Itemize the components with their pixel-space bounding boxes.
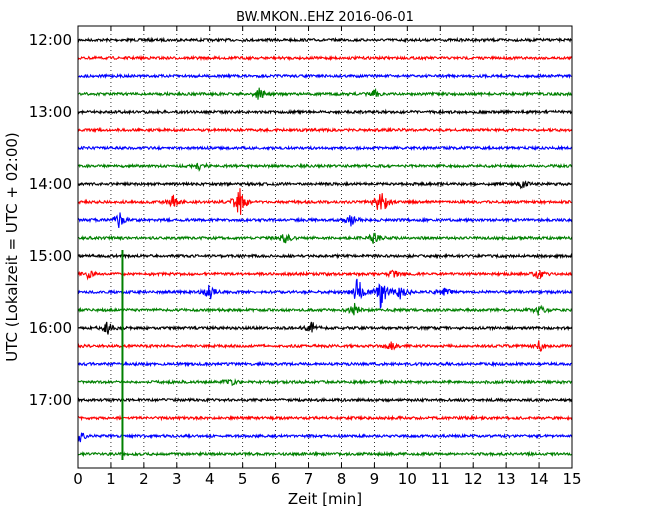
trace-1600 [78,321,573,335]
trace-1500 [77,252,573,260]
x-tick-label: 0 [73,470,83,488]
x-tick-label: 5 [238,470,248,488]
x-tick-label: 8 [337,470,347,488]
y-tick-label: 13:00 [29,103,72,121]
trace-1745 [77,450,573,458]
x-axis-label: Zeit [min] [288,490,362,508]
x-tick-label: 2 [139,470,149,488]
trace-1215 [77,54,573,62]
trace-1415 [77,188,573,215]
x-tick-label: 11 [431,470,450,488]
x-tick-label: 9 [370,470,380,488]
x-tick-label: 15 [562,470,581,488]
x-tick-label: 14 [530,470,549,488]
x-tick-label: 1 [106,470,116,488]
x-tick-label: 10 [398,470,417,488]
trace-1300 [77,108,573,116]
x-tick-label: 6 [271,470,281,488]
trace-1200 [77,36,573,44]
traces [77,36,573,460]
trace-1545 [77,302,573,316]
ticks: 0 1 2 3 4 5 6 7 8 9 10 11 12 13 14 1512:0013:0014:0015:… [29,26,582,488]
y-tick-label: 14:00 [29,175,72,193]
trace-1515 [77,269,573,281]
trace-1330 [77,144,573,152]
trace-1430 [77,212,573,228]
y-axis-label: UTC (Lokalzeit = UTC + 02:00) [3,132,21,362]
trace-1400 [77,180,573,190]
trace-1315 [77,126,573,134]
plot-frame [77,25,573,469]
trace-1730 [77,432,573,443]
x-tick-label: 3 [172,470,182,488]
y-tick-label: 12:00 [29,31,72,49]
trace-1645 [77,378,573,387]
chart-title: BW.MKON..EHZ 2016-06-01 [236,10,414,25]
trace-1530 [77,278,573,309]
trace-1445 [77,232,573,244]
x-tick-label: 13 [497,470,516,488]
x-tick-label: 7 [304,470,314,488]
y-tick-label: 16:00 [29,319,72,337]
x-tick-label: 12 [464,470,483,488]
y-tick-label: 17:00 [29,391,72,409]
trace-1615 [77,340,573,352]
x-tick-label: 4 [205,470,215,488]
trace-1700 [77,396,573,404]
trace-1630 [77,360,573,368]
grid-lines [110,26,540,468]
trace-1245 [77,87,573,100]
trace-1230 [77,72,572,80]
trace-1715 [77,414,573,422]
trace-1345 [77,161,573,172]
y-tick-label: 15:00 [29,247,72,265]
